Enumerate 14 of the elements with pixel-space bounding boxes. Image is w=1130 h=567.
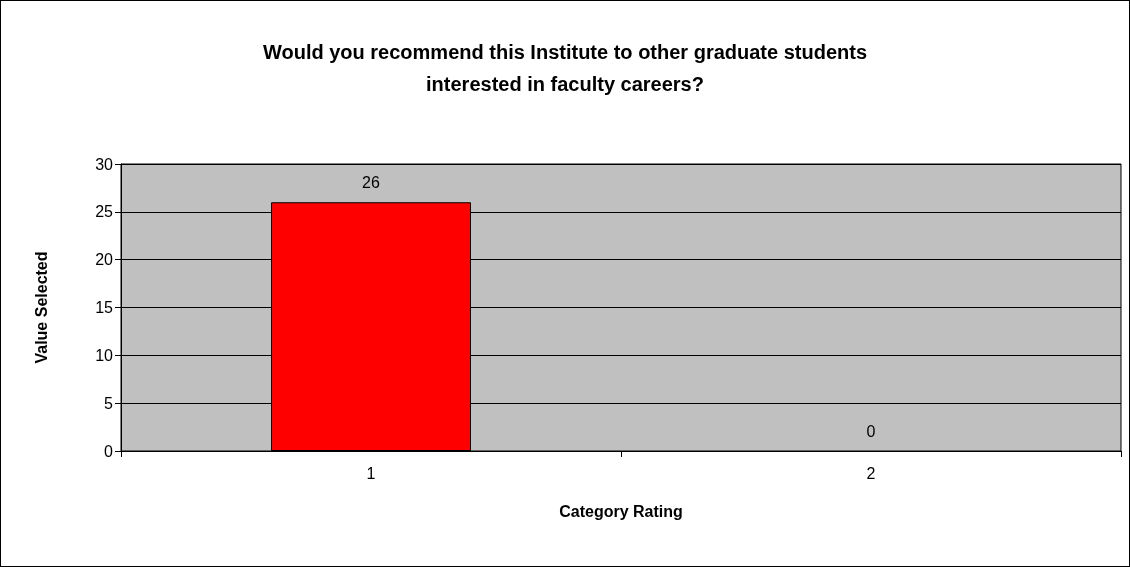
data-label: 26 <box>362 173 380 191</box>
chart-title: Would you recommend this Institute to other graduate students interested in faculty careers? <box>262 41 868 95</box>
y-tick-label: 10 <box>95 346 114 364</box>
y-tick-label: 5 <box>104 394 114 412</box>
y-tick-label: 15 <box>95 299 114 316</box>
y-axis-title: Value Selected <box>32 251 50 364</box>
y-tick-label: 0 <box>104 442 114 460</box>
x-tick-label: 2 <box>866 464 876 482</box>
y-tick-label: 25 <box>95 203 114 221</box>
x-tick-label: 1 <box>366 464 376 482</box>
y-tick-label: 30 <box>95 155 114 173</box>
data-label: 0 <box>866 422 876 440</box>
x-axis-title: Category Rating <box>559 502 683 520</box>
y-tick-label: 20 <box>95 251 114 269</box>
